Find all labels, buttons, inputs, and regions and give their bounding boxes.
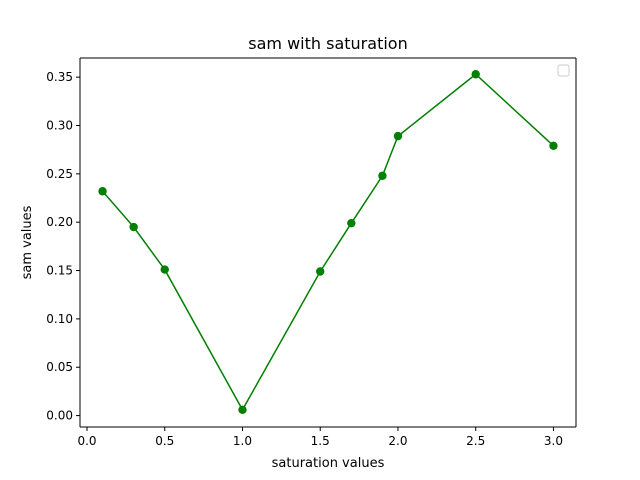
data-point [471,70,480,79]
axes-frame [79,57,577,428]
data-point [98,187,107,196]
data-point [347,218,356,228]
x-tick-label: 1.5 [311,434,330,448]
x-axis-ticks: 0.0 0.5 1.0 1.5 2.0 2.5 3.0 [77,427,563,448]
y-tick-label: 0.00 [46,409,73,423]
y-tick-label: 0.15 [46,264,73,278]
y-tick-label: 0.30 [46,118,73,132]
x-tick-label: 0.0 [77,434,96,448]
x-tick-label: 3.0 [544,434,563,448]
series-layer [98,70,558,414]
chart-title: sam with saturation [248,34,407,53]
y-tick-label: 0.10 [46,312,73,326]
data-point [316,267,325,276]
y-axis-label: sam values [20,205,35,279]
data-point [160,265,169,274]
y-tick-label: 0.20 [46,215,73,229]
data-point [378,171,387,180]
x-axis-label: saturation values [272,456,385,471]
y-tick-label: 0.05 [46,360,73,374]
data-point [238,405,247,414]
series-line [101,73,554,412]
legend-box [557,64,570,77]
x-tick-label: 1.0 [233,434,252,448]
y-axis-ticks: 0.00 0.05 0.10 0.15 0.20 0.25 0.30 0.35 [46,70,80,423]
y-tick-label: 0.35 [46,70,73,84]
plot-area [80,58,576,427]
x-tick-label: 2.0 [388,434,407,448]
data-point [393,131,403,141]
x-tick-label: 2.5 [466,434,485,448]
data-point [549,141,558,151]
x-tick-label: 0.5 [155,434,174,448]
data-point [129,222,138,232]
y-tick-label: 0.25 [46,167,73,181]
